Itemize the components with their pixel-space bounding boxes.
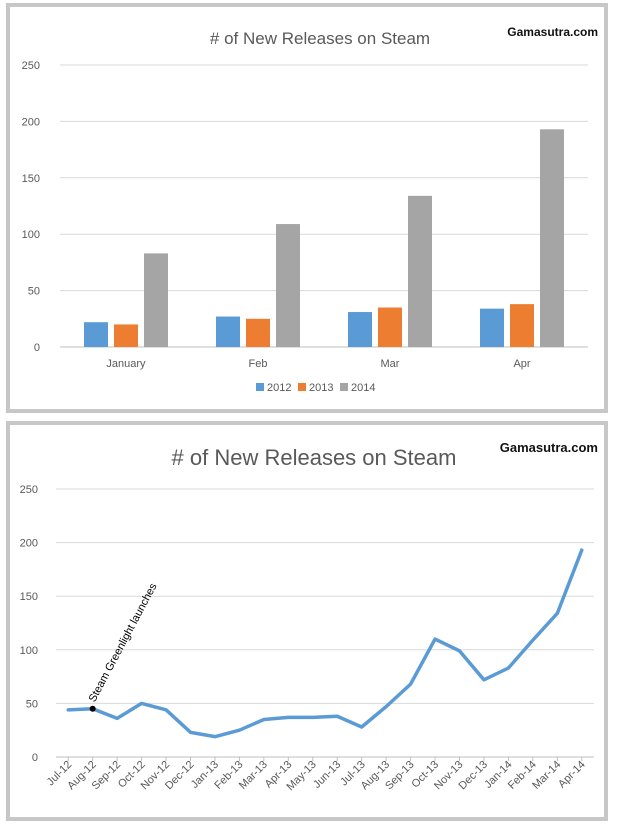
line-y-tick-label: 150 [20,591,38,603]
bar-x-tick-label: January [106,358,146,370]
line-point-dec-13 [482,678,485,681]
bar-2012-feb [216,316,240,347]
bar-x-tick-label: Apr [513,358,530,370]
bar-y-tick-label: 50 [28,286,40,298]
line-point-mar-13 [262,718,265,721]
bar-2012-mar [348,312,372,347]
line-point-dec-12 [189,731,192,734]
annotation-marker [89,705,96,712]
line-chart: # of New Releases on Steam Gamasutra.com… [20,440,598,793]
bar-y-tick-label: 0 [34,342,40,354]
line-point-nov-12 [165,708,168,711]
line-point-jun-13 [336,715,339,718]
bar-y-tick-label: 100 [22,229,40,241]
line-point-feb-13 [238,729,241,732]
bar-2012-apr [480,308,504,347]
line-point-feb-14 [531,639,534,642]
bar-2012-january [84,322,108,347]
bar-y-tick-label: 200 [22,116,40,128]
line-chart-source: Gamasutra.com [500,440,598,455]
legend-swatch-2014 [340,383,348,391]
line-point-nov-13 [458,649,461,652]
legend-swatch-2012 [256,383,264,391]
line-y-tick-label: 100 [20,645,38,657]
bar-2013-mar [378,307,402,347]
line-point-jan-13 [213,735,216,738]
bar-chart-source: Gamasutra.com [507,25,598,39]
line-series [66,548,584,739]
bar-2014-january [144,253,168,347]
line-chart-title: # of New Releases on Steam [172,445,457,470]
legend-swatch-2013 [298,383,306,391]
line-y-tick-label: 200 [20,538,38,550]
bar-2013-january [114,324,138,347]
line-point-jan-14 [507,667,510,670]
line-point-jul-12 [67,708,70,711]
legend-label-2014: 2014 [351,382,375,394]
line-point-jul-13 [360,725,363,728]
line-x-tick-label: Jun-13 [311,759,343,791]
line-y-tick-label: 250 [20,484,38,496]
line-point-aug-13 [385,705,388,708]
legend-label-2012: 2012 [267,382,291,394]
line-y-tick-label: 0 [32,752,38,764]
annotation-label: Steam Greenlight launches [87,581,160,704]
bar-chart-panel: # of New Releases on Steam Gamasutra.com… [6,3,608,413]
line-point-oct-13 [434,638,437,641]
bar-2014-apr [540,129,564,347]
bar-chart-title: # of New Releases on Steam [210,29,430,48]
bar-x-tick-label: Mar [381,358,400,370]
bar-x-tick-label: Feb [249,358,268,370]
line-y-tick-label: 50 [26,698,38,710]
line-x-tick-label: Apr-14 [556,759,588,791]
bar-y-tick-label: 150 [22,173,40,185]
line-point-mar-14 [556,612,559,615]
line-point-sep-12 [116,717,119,720]
line-chart-panel: # of New Releases on Steam Gamasutra.com… [6,421,608,821]
line-point-sep-13 [409,683,412,686]
line-point-may-13 [311,716,314,719]
legend-label-2013: 2013 [309,382,333,394]
line-point-apr-14 [580,549,583,552]
bar-y-tick-label: 250 [22,60,40,72]
bar-2013-feb [246,318,270,347]
bar-2014-mar [408,195,432,347]
bar-chart: # of New Releases on Steam Gamasutra.com… [22,25,598,394]
bar-2013-apr [510,304,534,347]
line-point-oct-12 [140,702,143,705]
bar-2014-feb [276,224,300,347]
line-point-apr-13 [287,716,290,719]
